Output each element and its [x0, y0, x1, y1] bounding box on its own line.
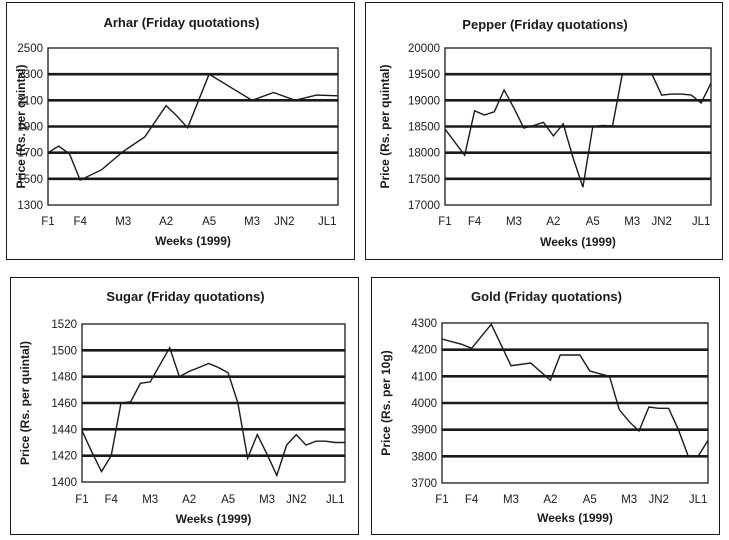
y-tick-label: 1500 — [51, 345, 77, 357]
y-tick-label: 1460 — [51, 398, 77, 410]
y-axis-label: Price (Rs. per 10g) — [379, 350, 393, 455]
y-tick-label: 3800 — [411, 451, 437, 463]
gold-chart: Gold (Friday quotations) 3700 3800 3900 4000… — [371, 277, 720, 535]
x-tick-label: A5 — [583, 494, 597, 506]
chart-svg: Pepper (Friday quotations) 17000 17500 1800… — [378, 17, 712, 249]
x-tick-label: F1 — [438, 216, 451, 228]
x-tick-label: JL1 — [692, 216, 711, 228]
series-line — [445, 73, 711, 188]
pepper-chart: Pepper (Friday quotations) 17000 17500 1800… — [365, 2, 723, 260]
y-tick-label: 3900 — [411, 425, 437, 437]
y-tick-label: 17000 — [408, 200, 440, 212]
series-line — [442, 323, 708, 458]
y-tick-label: 20000 — [408, 43, 440, 55]
x-tick-label: A5 — [586, 216, 600, 228]
x-tick-label: F1 — [435, 494, 448, 506]
y-tick-label: 4200 — [411, 345, 437, 357]
x-tick-label: A2 — [543, 494, 557, 506]
x-tick-label: M3 — [621, 494, 637, 506]
y-tick-label: 1480 — [51, 372, 77, 384]
y-tick-label: 1400 — [51, 477, 77, 489]
chart-title: Arhar (Friday quotations) — [103, 15, 259, 30]
y-axis-label: Price (Rs. per quintal) — [378, 64, 392, 188]
x-tick-label: F4 — [468, 216, 482, 228]
series-line — [48, 73, 338, 182]
y-tick-label: 1420 — [51, 451, 77, 463]
y-tick-label: 1440 — [51, 424, 77, 436]
y-axis-label: Price (Rs. per quintal) — [18, 341, 32, 465]
chart-svg: Sugar (Friday quotations) 1400 1420 1440 146… — [18, 289, 346, 526]
arhar-chart: Arhar (Friday quotations) 1300 1500 1700 190… — [6, 2, 355, 260]
y-tick-label: 3700 — [411, 478, 437, 490]
x-tick-label: JN2 — [652, 216, 672, 228]
x-tick-label: M3 — [506, 216, 522, 228]
x-tick-label: JL1 — [318, 216, 337, 228]
chart-title: Pepper (Friday quotations) — [462, 17, 627, 32]
x-tick-label: JL1 — [326, 494, 345, 506]
x-axis-label: Weeks (1999) — [176, 512, 252, 526]
x-tick-label: A5 — [202, 216, 216, 228]
x-tick-label: M3 — [244, 216, 260, 228]
y-tick-label: 19500 — [408, 69, 440, 81]
x-tick-label: A2 — [182, 494, 196, 506]
y-tick-label: 2100 — [17, 95, 43, 107]
y-tick-label: 1520 — [51, 319, 77, 331]
x-tick-label: F4 — [465, 494, 479, 506]
x-tick-label: JN2 — [649, 494, 669, 506]
x-tick-label: M3 — [624, 216, 640, 228]
chart-svg: Arhar (Friday quotations) 1300 1500 1700 190… — [14, 15, 339, 248]
y-axis-label: Price (Rs. per quintal) — [14, 64, 28, 188]
x-tick-label: JL1 — [689, 494, 708, 506]
chart-svg: Gold (Friday quotations) 3700 3800 3900 4000… — [379, 289, 709, 525]
chart-title: Gold (Friday quotations) — [471, 289, 622, 304]
y-tick-label: 1900 — [17, 122, 43, 134]
y-tick-label: 2300 — [17, 69, 43, 81]
y-tick-label: 1700 — [17, 148, 43, 160]
x-tick-label: M3 — [142, 494, 158, 506]
sugar-chart: Sugar (Friday quotations) 1400 1420 1440 146… — [10, 277, 359, 535]
y-tick-label: 1500 — [17, 174, 43, 186]
y-tick-label: 4000 — [411, 398, 437, 410]
x-tick-label: A2 — [159, 216, 173, 228]
x-tick-label: F1 — [41, 216, 54, 228]
y-tick-label: 2500 — [17, 43, 43, 55]
x-tick-label: JN2 — [286, 494, 306, 506]
y-tick-label: 1300 — [17, 200, 43, 212]
y-tick-label: 19000 — [408, 95, 440, 107]
x-tick-label: F1 — [75, 494, 88, 506]
x-tick-label: M3 — [115, 216, 131, 228]
x-axis-label: Weeks (1999) — [540, 235, 616, 249]
x-tick-label: F4 — [105, 494, 119, 506]
x-tick-label: M3 — [503, 494, 519, 506]
y-tick-label: 4300 — [411, 318, 437, 330]
chart-title: Sugar (Friday quotations) — [106, 289, 264, 304]
x-tick-label: F4 — [74, 216, 88, 228]
x-tick-label: JN2 — [274, 216, 294, 228]
series-line — [82, 345, 345, 478]
x-tick-label: M3 — [259, 494, 275, 506]
x-tick-label: A2 — [546, 216, 560, 228]
y-tick-label: 4100 — [411, 371, 437, 383]
y-tick-label: 17500 — [408, 174, 440, 186]
x-axis-label: Weeks (1999) — [537, 511, 613, 525]
x-tick-label: A5 — [221, 494, 235, 506]
y-tick-label: 18500 — [408, 122, 440, 134]
y-tick-label: 18000 — [408, 148, 440, 160]
x-axis-label: Weeks (1999) — [155, 234, 231, 248]
